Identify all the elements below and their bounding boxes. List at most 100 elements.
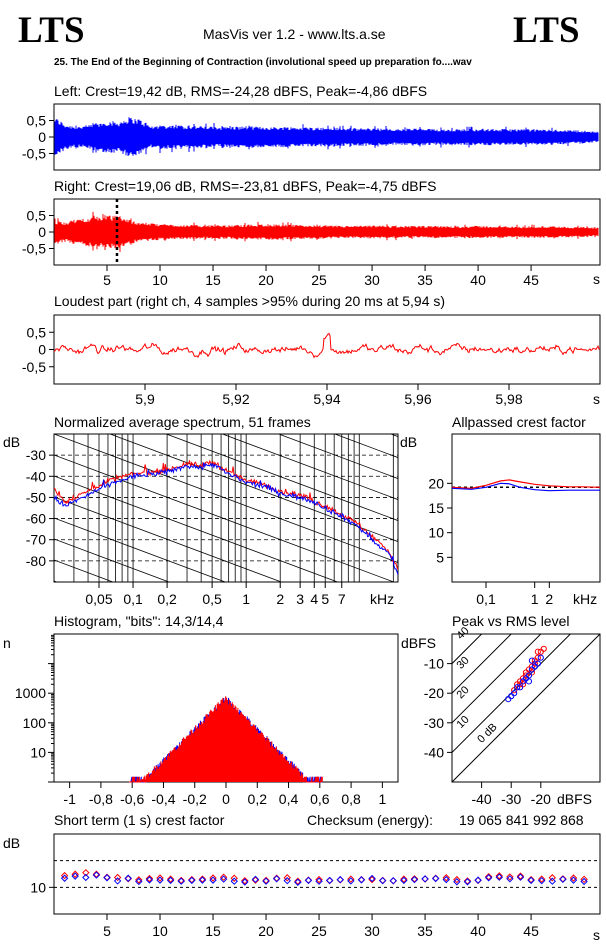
left-waveform-ytick-label: -0,5 — [22, 146, 46, 162]
spectrum-ytick-label: -50 — [26, 489, 46, 505]
short-crest-point — [410, 875, 419, 884]
short-crest-point — [82, 868, 90, 877]
short-crest-point — [251, 875, 260, 884]
histogram-xtick-label: 1 — [378, 791, 386, 807]
left-waveform-ytick-label: 0 — [38, 129, 46, 145]
crest-xtick-label: 1 — [531, 591, 539, 607]
loudest-ytick-label: -0,5 — [22, 359, 46, 375]
loudest-xtick-label: 5,9 — [135, 391, 155, 407]
loudest-xtick-label: 5,98 — [495, 391, 522, 407]
histogram-ylabel: n — [3, 635, 11, 651]
peak-rms-xtick-label: -20 — [531, 791, 551, 807]
spectrum-ytick-label: -40 — [26, 468, 46, 484]
short-crest-point — [198, 876, 207, 884]
crest-ylabel: dB — [400, 434, 417, 450]
short-crest-xtick-label: 35 — [417, 923, 433, 939]
short-crest-point — [569, 874, 578, 882]
left-waveform-ytick-label: 0,5 — [27, 113, 47, 129]
short-crest-xtick-label: 40 — [470, 923, 486, 939]
short-crest-ytick-label: 10 — [30, 879, 46, 895]
short-crest-point — [400, 875, 408, 883]
short-crest-point — [135, 877, 143, 886]
peak-rms-xlabel: dBFS — [557, 791, 592, 807]
peak-rms-point — [534, 648, 541, 655]
peak-rms-ytick-label: -40 — [424, 744, 444, 760]
histogram-ytick-label: 100 — [23, 715, 47, 731]
short-crest-point — [453, 878, 461, 886]
short-crest-xtick-label: 45 — [523, 923, 539, 939]
right-waveform-ytick-label: 0,5 — [27, 208, 47, 224]
short-crest-point — [262, 877, 270, 885]
spectrum-slope-line — [54, 559, 114, 582]
spectrum-ytick-label: -60 — [26, 511, 46, 527]
crest-ytick-label: 5 — [436, 549, 444, 565]
spectrum-grid — [54, 434, 398, 582]
short-crest-point — [145, 874, 154, 883]
short-crest-point — [283, 874, 291, 882]
short-crest-point — [431, 874, 440, 883]
right-waveform-xtick-label: 25 — [311, 272, 327, 288]
right-waveform-signal — [54, 211, 599, 252]
short-crest-point — [304, 876, 313, 885]
short-crest-point — [71, 870, 79, 878]
short-crest-point — [188, 875, 196, 884]
spectrum-slope-line — [54, 517, 227, 582]
crest-ytick-label: 15 — [428, 500, 444, 516]
peak-rms-point — [525, 672, 533, 679]
histogram-xtick-label: 0,4 — [279, 791, 299, 807]
short-crest-point — [60, 871, 69, 880]
spectrum-xtick-label: 0,5 — [202, 591, 222, 607]
histogram-title: Histogram, "bits": 14,3/14,4 — [54, 613, 224, 629]
spectrum-title: Normalized average spectrum, 51 frames — [54, 414, 311, 430]
short-crest-point — [230, 877, 238, 885]
spectrum-xtick-label: 0,2 — [157, 591, 177, 607]
app-title: MasVis ver 1.2 - www.lts.a.se — [203, 26, 386, 42]
short-crest-point — [410, 875, 419, 883]
spectrum-xtick-label: 2 — [276, 591, 284, 607]
short-crest-point — [209, 874, 217, 882]
spectrum-xtick-label: 3 — [296, 591, 304, 607]
short-crest-point — [453, 875, 461, 884]
short-crest-xtick-label: 10 — [152, 923, 168, 939]
short-crest-point — [527, 875, 535, 884]
peak-rms-diagonal — [452, 634, 512, 694]
short-crest-point — [548, 877, 556, 885]
histogram-xtick-label: -0,2 — [183, 791, 207, 807]
short-crest-point — [241, 878, 249, 886]
peak-rms-point — [537, 654, 544, 661]
spectrum-xtick-label: 7 — [338, 591, 346, 607]
histogram-ytick-label: 10 — [30, 744, 46, 760]
short-crest-point — [177, 877, 185, 885]
peak-rms-point — [511, 690, 518, 697]
short-crest-point — [166, 876, 175, 885]
spectrum-ytick-label: -80 — [26, 553, 46, 569]
short-crest-point — [315, 877, 323, 885]
short-crest-point — [357, 876, 366, 884]
short-crest-point — [135, 876, 143, 884]
loudest-part-signal — [53, 332, 601, 359]
histogram-xtick-label: 0,8 — [341, 791, 361, 807]
histogram-ytick-label: 1000 — [15, 685, 46, 701]
short-crest-point — [569, 876, 578, 884]
histogram-xtick-label: 0,2 — [248, 791, 268, 807]
loudest-part-title: Loudest part (right ch, 4 samples >95% d… — [54, 293, 445, 309]
short-crest-point — [294, 877, 302, 885]
short-crest-point — [241, 876, 249, 885]
right-waveform-ytick-label: 0 — [38, 224, 46, 240]
short-crest-xunit: s — [593, 927, 600, 943]
right-xunit: s — [593, 271, 600, 287]
crest-xtick-label: 0,1 — [476, 591, 496, 607]
short-crest-point — [336, 875, 344, 884]
short-crest-point — [347, 877, 355, 885]
crest-ytick-label: 20 — [428, 475, 444, 491]
loudest-ytick-label: 0 — [38, 342, 46, 358]
short-crest-point — [516, 872, 525, 880]
right-waveform-xtick-label: 15 — [205, 272, 221, 288]
spectrum-ytick-label: -30 — [26, 447, 46, 463]
short-crest-point — [527, 876, 535, 885]
short-crest-point — [537, 876, 546, 885]
peak-rms-ytick-label: -20 — [424, 685, 444, 701]
loudest-ytick-label: 0,5 — [27, 324, 47, 340]
crest-series-1 — [451, 482, 600, 492]
short-crest-point — [283, 876, 291, 885]
